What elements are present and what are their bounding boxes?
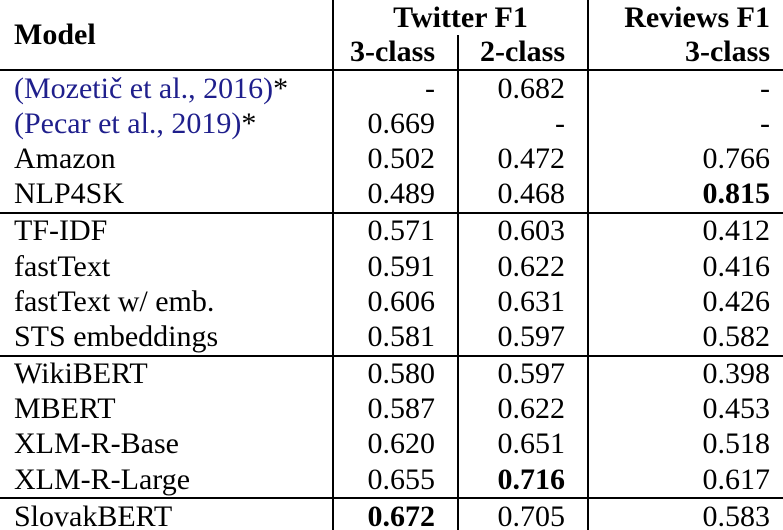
model-name-cell: MBERT [0, 391, 334, 427]
score-cell: - [587, 106, 783, 142]
score-cell: 0.655 [367, 462, 436, 496]
score-cell: 0.672 [333, 497, 458, 530]
col-header-twitter-f1: Twitter F1 [393, 0, 528, 34]
model-name-cell: XLM-R-Base [0, 426, 334, 463]
model-name-cell: fastText [0, 248, 334, 285]
score-cell: 0.426 [587, 284, 783, 320]
score-cell: 0.597 [457, 354, 588, 392]
score-cell: - [587, 70, 783, 107]
score-cell: 0.591 [367, 249, 436, 283]
score-cell: 0.571 [333, 211, 458, 249]
score-cell: 0.631 [457, 284, 588, 320]
score-cell: 0.468 [457, 176, 588, 213]
score-cell: - [425, 71, 435, 105]
score-cell: 0.580 [333, 354, 458, 392]
score-cell: 0.518 [587, 426, 783, 463]
model-name-cell: TF-IDF [0, 211, 334, 249]
score-cell: 0.597 [457, 319, 588, 356]
table-row: (Pecar et al., 2019)* 0.669- - [0, 106, 783, 142]
table-body: (Mozetič et al., 2016)* -0.682- (Pecar et … [0, 70, 783, 530]
col-header-twitter-3class: 3-class [333, 35, 458, 71]
table-row: XLM-R-Large 0.655 0.716 0.617 [0, 462, 783, 499]
model-name-cell: fastText w/ emb. [0, 284, 334, 320]
table-row: NLP4SK 0.489 0.468 0.815 [0, 176, 783, 213]
table-row: TF-IDF 0.571 0.603 0.412 [0, 211, 783, 249]
col-header-twitter-2class: 2-class [457, 35, 588, 71]
table-header: Model Twitter F1 Reviews F1 3-class 2-cl… [0, 0, 783, 71]
score-cell: 0.622 [457, 391, 588, 427]
score-cell: 0.582 [587, 319, 783, 356]
score-cell: 0.620 [367, 427, 436, 461]
score-cell: 0.398 [587, 354, 783, 392]
external-result-marker: * [241, 106, 257, 140]
model-name-cell: Amazon [0, 141, 334, 177]
header-row-subcolumns: 3-class 2-class 3-class [0, 35, 783, 71]
external-result-marker: * [273, 71, 289, 105]
score-cell: 0.412 [587, 211, 783, 249]
score-cell: 0.716 [457, 462, 588, 499]
score-cell: 0.587 [367, 392, 436, 426]
citation-link[interactable]: (Pecar et al., 2019) [14, 106, 242, 140]
table-row: (Mozetič et al., 2016)* -0.682- [0, 70, 783, 107]
score-cell: 0.651 [457, 426, 588, 463]
score-cell: 0.669 [367, 106, 436, 140]
header-row-groups: Model Twitter F1 Reviews F1 [0, 0, 783, 71]
model-name-cell: STS embeddings [0, 319, 334, 356]
table-row: SlovakBERT 0.672 0.705 0.583 [0, 497, 783, 530]
score-cell: 0.606 [367, 284, 436, 318]
table-row: fastText 0.591 0.622 0.416 [0, 248, 783, 285]
table-row: STS embeddings 0.581 0.597 0.582 [0, 319, 783, 356]
citation-link[interactable]: (Mozetič et al., 2016) [14, 71, 274, 105]
score-cell: 0.489 [367, 177, 436, 211]
score-cell: 0.622 [457, 248, 588, 285]
score-cell: 0.581 [367, 319, 436, 353]
score-cell: 0.472 [457, 141, 588, 177]
score-cell: 0.815 [587, 176, 783, 213]
model-name-cell: (Pecar et al., 2019)* [0, 106, 334, 142]
score-cell: 0.502 [367, 141, 436, 175]
model-name-cell: (Mozetič et al., 2016)* [0, 70, 334, 107]
score-cell: - [457, 106, 588, 142]
score-cell: 0.603 [457, 211, 588, 249]
score-cell: 0.766 [587, 141, 783, 177]
table-row: Amazon 0.502 0.472 0.766 [0, 141, 783, 177]
score-cell: 0.453 [587, 391, 783, 427]
col-header-reviews-f1: Reviews F1 [587, 0, 783, 35]
table-row: MBERT 0.587 0.622 0.453 [0, 391, 783, 427]
col-header-model: Model [0, 0, 334, 71]
model-name-cell: SlovakBERT [0, 497, 334, 530]
model-name-cell: NLP4SK [0, 176, 334, 213]
score-cell: 0.682 [457, 70, 588, 107]
score-cell: 0.416 [587, 248, 783, 285]
col-header-reviews-3class: 3-class [587, 35, 783, 71]
table-row: fastText w/ emb. 0.606 0.631 0.426 [0, 284, 783, 320]
table-row: XLM-R-Base 0.620 0.651 0.518 [0, 426, 783, 463]
score-cell: 0.583 [587, 497, 783, 530]
score-cell: 0.705 [457, 497, 588, 530]
table-row: WikiBERT 0.580 0.597 0.398 [0, 354, 783, 392]
model-name-cell: XLM-R-Large [0, 462, 334, 499]
score-cell: 0.617 [587, 462, 783, 499]
model-name-cell: WikiBERT [0, 354, 334, 392]
